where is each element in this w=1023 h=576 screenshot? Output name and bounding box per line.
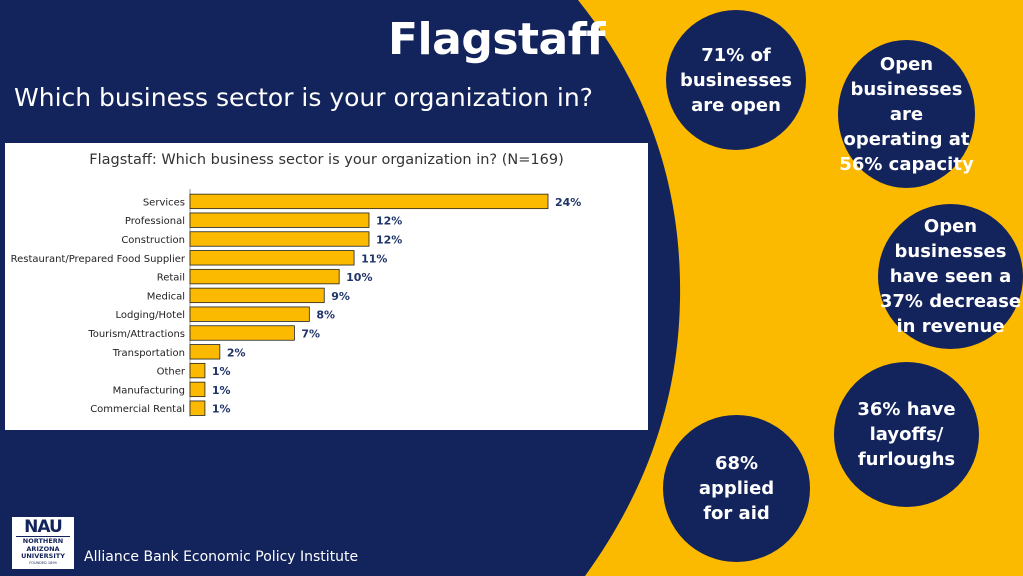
value-label: 12% [376, 215, 402, 228]
stat-circle-layoffs: 36% have layoffs/ furloughs [834, 362, 979, 507]
chart-title: Flagstaff: Which business sector is your… [89, 152, 564, 168]
page-subtitle: Which business sector is your organizati… [14, 83, 593, 112]
category-label: Commercial Rental [90, 404, 185, 415]
page-title: Flagstaff [388, 14, 606, 65]
value-label: 11% [361, 252, 387, 265]
bar [189, 400, 206, 416]
logo-divider [16, 536, 70, 537]
value-label: 24% [555, 196, 581, 209]
stat-text: 36% have layoffs/ furloughs [857, 399, 956, 470]
bar [189, 344, 221, 360]
category-label: Medical [147, 291, 185, 302]
value-label: 7% [301, 328, 320, 341]
bar-chart: Services 24% Professional 12% Construction 12… [11, 189, 581, 417]
bar [189, 381, 206, 398]
stat-circle-capacity: Open businesses are operating at 56% cap… [838, 40, 975, 188]
institute-name: Alliance Bank Economic Policy Institute [84, 549, 359, 565]
bar [189, 212, 370, 228]
bar [189, 306, 310, 322]
stat-text: 68% applied for aid [698, 453, 775, 524]
stat-circle-aid: 68% applied for aid [663, 415, 810, 562]
stat-text: Open businesses are operating at 56% cap… [839, 53, 974, 175]
value-label: 12% [376, 234, 402, 247]
bar [189, 287, 325, 304]
value-label: 10% [346, 271, 372, 284]
bar [189, 325, 295, 341]
chart-panel: Flagstaff: Which business sector is your… [5, 143, 648, 430]
bar [189, 268, 340, 285]
bar [189, 250, 355, 266]
category-label: Transportation [112, 348, 185, 359]
nau-logo-text: NORTHERN ARIZONA UNIVERSITY [21, 537, 65, 560]
bar [189, 231, 370, 247]
bar [189, 193, 549, 210]
value-label: 1% [212, 403, 231, 416]
category-label: Construction [121, 235, 185, 246]
stat-circle-open: 71% of businesses are open [666, 10, 806, 150]
nau-logo: NAU NORTHERN ARIZONA UNIVERSITY FOUNDED … [12, 517, 74, 569]
category-label: Other [157, 367, 186, 378]
value-label: 2% [227, 346, 246, 359]
stat-text: 71% of businesses are open [680, 44, 792, 116]
value-label: 8% [316, 309, 335, 322]
category-label: Restaurant/Prepared Food Supplier [11, 254, 186, 265]
category-label: Professional [125, 216, 185, 227]
value-label: 1% [212, 365, 231, 378]
category-label: Lodging/Hotel [115, 310, 185, 321]
stat-text: Open businesses have seen a 37% decrease… [879, 216, 1022, 337]
stat-circle-revenue: Open businesses have seen a 37% decrease… [878, 204, 1023, 349]
nau-logo-founded: FOUNDED 1899 [29, 561, 57, 565]
nau-logo-mark: NAU [24, 517, 63, 537]
category-label: Manufacturing [113, 385, 185, 396]
category-label: Services [143, 197, 185, 208]
bar [189, 362, 206, 379]
category-label: Retail [157, 273, 185, 284]
value-label: 1% [212, 384, 231, 397]
category-label: Tourism/Attractions [87, 329, 185, 340]
value-label: 9% [331, 290, 350, 303]
